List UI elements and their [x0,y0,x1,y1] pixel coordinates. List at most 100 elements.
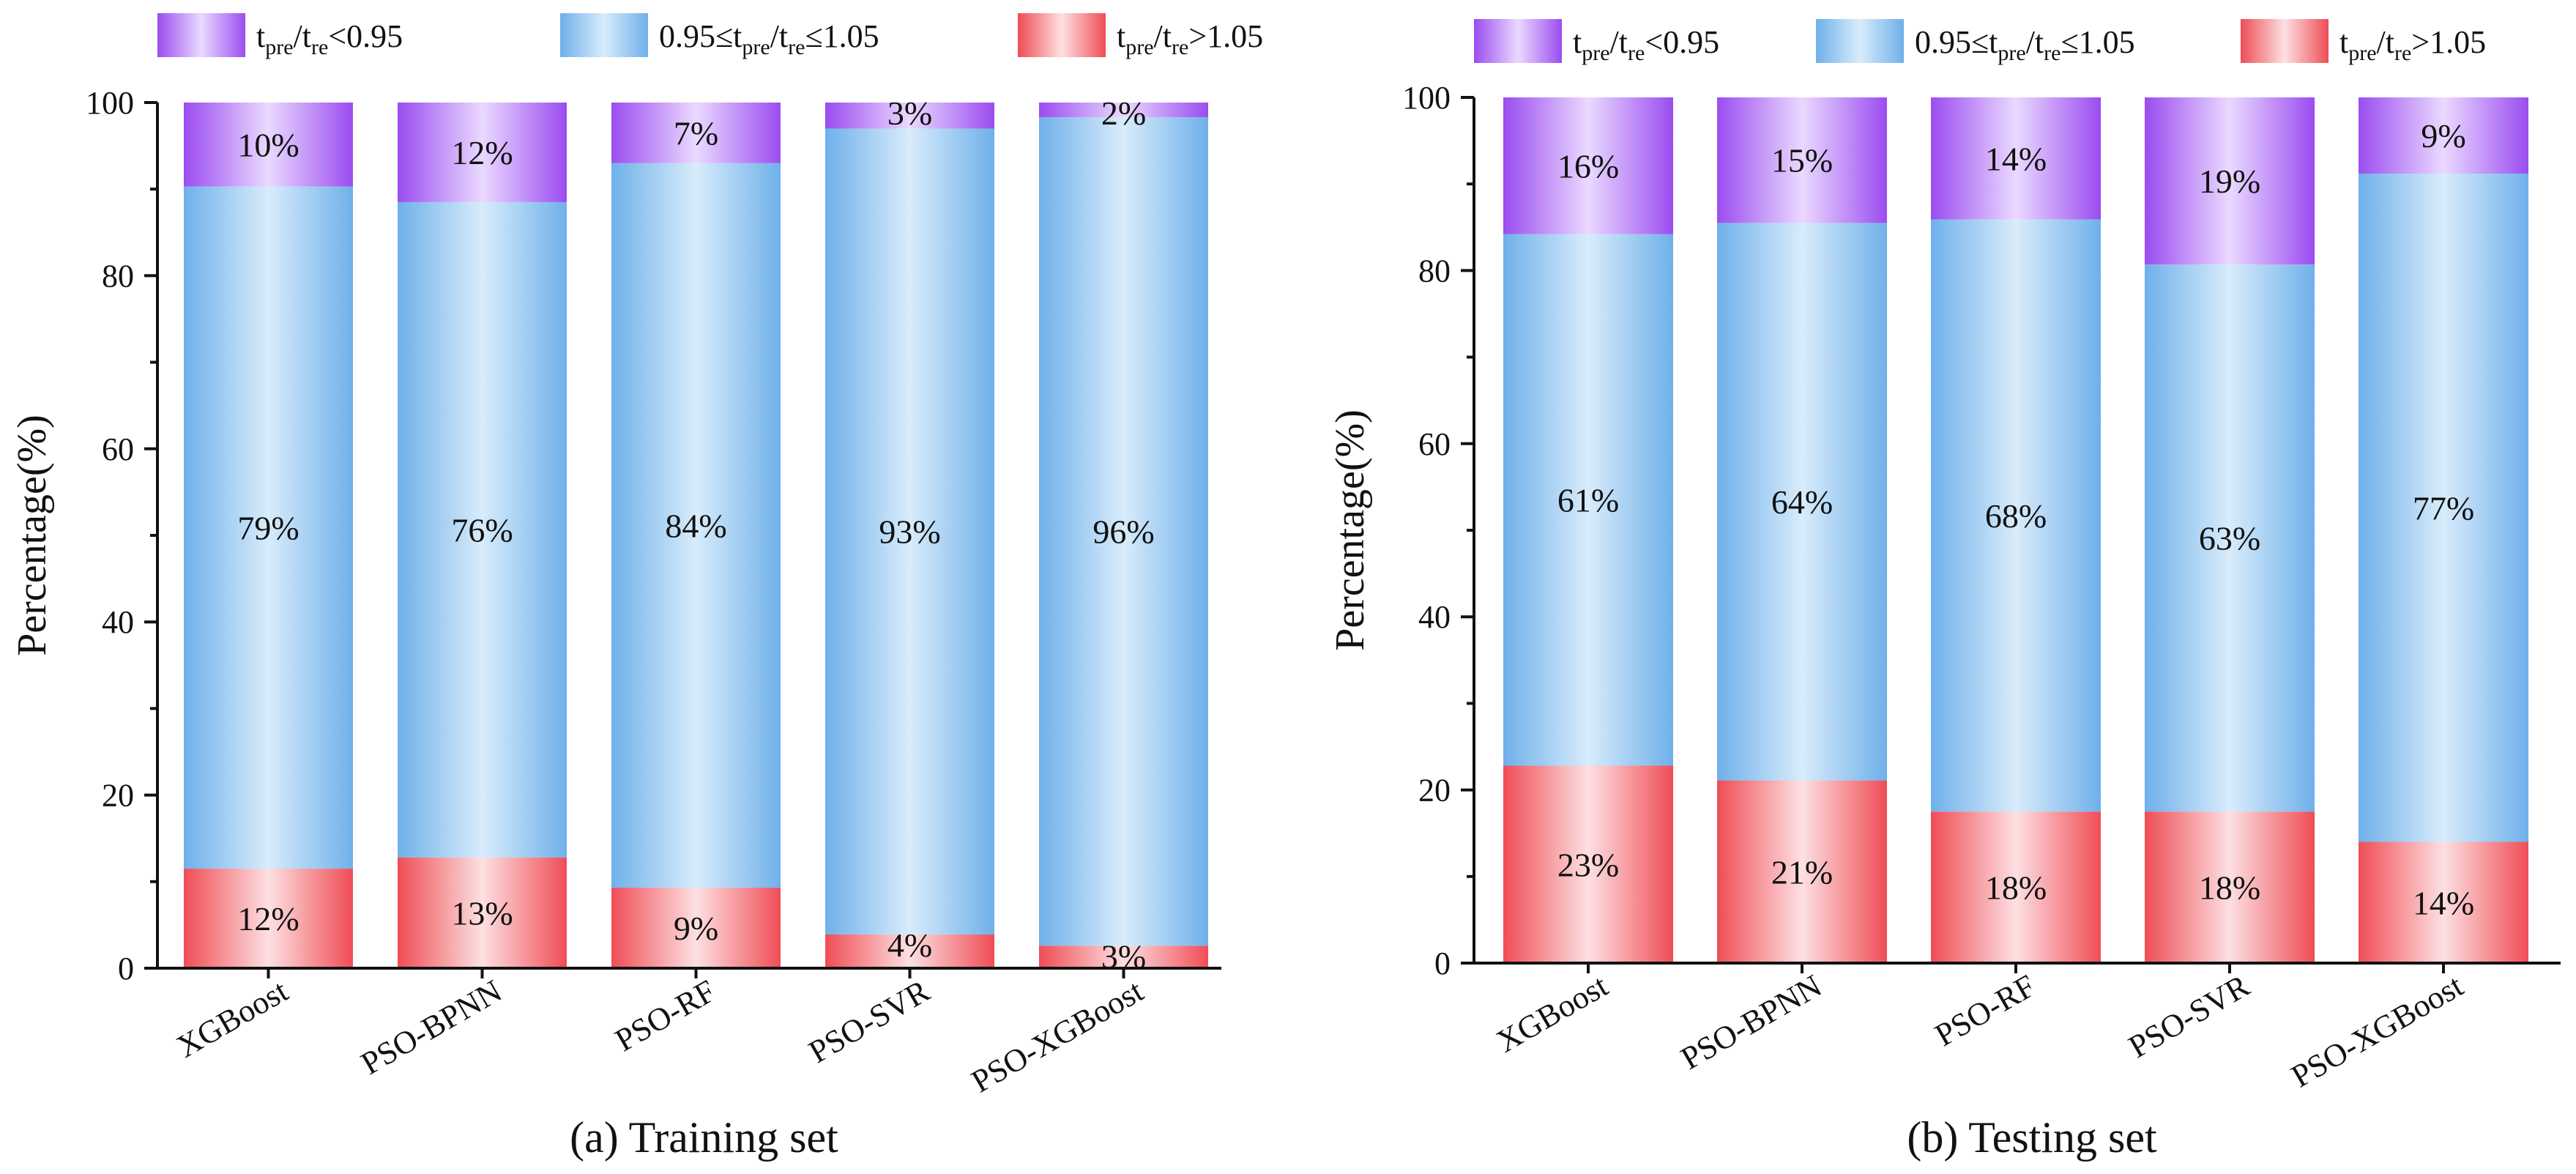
bar-high-pso-xgboost [1039,945,1208,968]
legend-swatch-low [1474,19,1562,63]
data-label: 9% [2421,117,2465,155]
data-label: 63% [2199,520,2260,557]
legend-label-mid: 0.95≤tpre/tre≤1.05 [659,18,879,59]
bar-mid-pso-bpnn [1717,223,1887,781]
y-tick-label: 60 [1418,426,1451,462]
y-tick-label: 40 [1418,599,1451,635]
panel-title: (a) Training set [570,1113,838,1162]
legend-swatch-mid [560,13,648,57]
x-tick-label: PSO-XGBoost [2285,967,2469,1094]
x-tick-label: PSO-RF [1929,967,2041,1053]
legend-label-mid: 0.95≤tpre/tre≤1.05 [1915,24,2135,65]
x-tick-label: PSO-BPNN [355,973,508,1082]
bar-mid-pso-rf [611,163,781,888]
y-tick-label: 60 [102,431,134,467]
x-tick-label: PSO-RF [609,973,722,1058]
data-label: 84% [665,507,726,544]
y-tick-label: 0 [1434,945,1451,981]
data-label: 12% [451,134,513,171]
data-label: 21% [1771,853,1833,891]
data-label: 18% [1985,869,2047,907]
bar-high-pso-bpnn [1717,780,1887,963]
y-tick-label: 80 [102,258,134,294]
y-tick-label: 20 [102,778,134,814]
y-tick-label: 20 [1418,773,1451,809]
x-tick-label: PSO-XGBoost [965,973,1149,1099]
y-tick-label: 40 [102,604,134,640]
bar-mid-pso-rf [1931,219,2101,812]
chart-testing-set: 23% 61% 16% XGBoost 21% 64% 15% PSO-BPNN 18% 68% 1… [1328,80,2561,1162]
legend-training: tpre/tre<0.95 0.95≤tpre/tre≤1.05 tpre/tre>… [157,13,1263,59]
legend-swatch-high [2241,19,2329,63]
data-label: 12% [237,900,299,937]
legend-label-low: tpre/tre<0.95 [256,18,403,59]
data-label: 77% [2413,489,2474,527]
bar-low-pso-rf [611,103,781,163]
x-tick-label: XGBoost [1491,967,1614,1060]
data-label: 19% [2199,163,2260,200]
bar-low-xgboost [184,103,353,187]
bar-high-pso-svr [2145,811,2315,963]
data-label: 10% [237,126,299,163]
legend-swatch-high [1018,13,1106,57]
bar-high-pso-svr [825,934,994,968]
bar-mid-pso-xgboost [2359,174,2528,842]
data-label: 3% [887,94,932,132]
data-label: 14% [1985,140,2047,177]
data-label: 2% [1101,94,1146,132]
data-label: 96% [1092,513,1154,551]
y-tick-label: 100 [1402,80,1451,116]
x-tick-label: PSO-SVR [2123,967,2256,1065]
bar-high-xgboost [1503,765,1673,963]
chart-training-set: 12% 79% 10% XGBoost 13% 76% 12% PSO-BPNN 9% 84% 7%… [10,85,1221,1162]
y-tick-label: 80 [1418,253,1451,289]
y-axis-label: Percentage(%) [1328,409,1373,651]
bar-mid-xgboost [1503,234,1673,766]
bar-low-pso-bpnn [398,103,567,202]
legend-label-high: tpre/tre>1.05 [2339,24,2486,65]
bar-low-pso-xgboost [2359,97,2528,174]
x-tick-label: PSO-BPNN [1675,967,1828,1077]
bar-low-pso-svr [825,103,994,129]
y-tick-label: 100 [86,85,134,121]
bar-mid-pso-xgboost [1039,117,1208,946]
bar-mid-pso-bpnn [398,201,567,858]
data-label: 64% [1771,483,1833,521]
legend-label-low: tpre/tre<0.95 [1573,24,1719,65]
data-label: 13% [451,894,513,932]
legend-swatch-mid [1816,19,1904,63]
legend-testing: tpre/tre<0.95 0.95≤tpre/tre≤1.05 tpre/tre>… [1474,19,2486,65]
bar-low-pso-rf [1931,97,2101,220]
bar-low-xgboost [1503,97,1673,234]
data-label: 14% [2413,884,2474,921]
data-label: 79% [237,509,299,546]
bar-high-pso-bpnn [398,857,567,968]
data-label: 76% [451,511,513,549]
data-label: 15% [1771,142,1833,179]
y-axis-label: Percentage(%) [10,415,55,656]
data-label: 9% [674,910,718,947]
bar-high-xgboost [184,869,353,968]
legend-label-high: tpre/tre>1.05 [1117,18,1263,59]
data-label: 16% [1557,147,1619,185]
bar-mid-xgboost [184,186,353,869]
bar-low-pso-svr [2145,97,2315,265]
data-label: 7% [674,114,718,152]
bar-mid-pso-svr [825,128,994,935]
x-tick-label: XGBoost [171,973,294,1065]
bar-low-pso-bpnn [1717,97,1887,223]
panel-title: (b) Testing set [1907,1113,2157,1162]
data-label: 18% [2199,869,2260,907]
y-tick-label: 0 [118,951,134,987]
data-label: 68% [1985,497,2047,535]
data-label: 61% [1557,482,1619,519]
x-tick-label: PSO-SVR [803,973,936,1070]
bar-high-pso-rf [1931,811,2101,963]
data-label: 93% [879,513,940,551]
bar-mid-pso-svr [2145,264,2315,812]
bar-high-pso-rf [611,888,781,968]
bar-low-pso-xgboost [1039,103,1208,118]
bar-high-pso-xgboost [2359,842,2528,963]
